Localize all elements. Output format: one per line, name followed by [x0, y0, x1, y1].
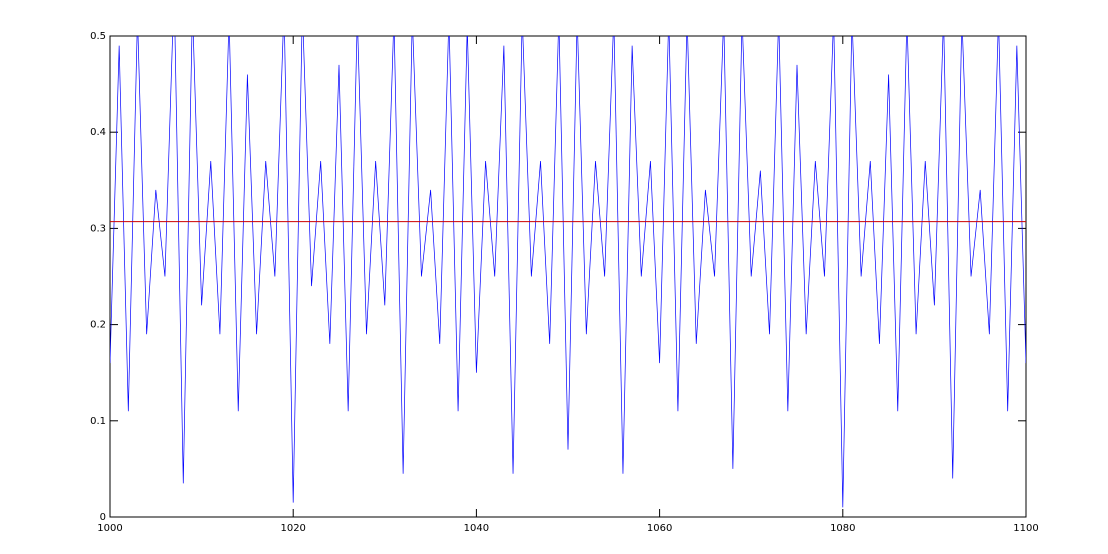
y-tick-label: 0 [100, 512, 106, 523]
y-tick-label: 0.5 [90, 31, 106, 42]
x-tick-label: 1060 [647, 523, 672, 534]
x-tick-label: 1040 [464, 523, 489, 534]
x-tick-label: 1000 [97, 523, 122, 534]
x-tick-label: 1100 [1013, 523, 1038, 534]
y-tick-label: 0.2 [90, 320, 106, 331]
y-tick-label: 0.3 [90, 223, 106, 234]
y-tick-label: 0.4 [90, 127, 106, 138]
x-tick-label: 1080 [830, 523, 855, 534]
x-tick-label: 1020 [280, 523, 305, 534]
y-tick-label: 0.1 [90, 416, 106, 427]
